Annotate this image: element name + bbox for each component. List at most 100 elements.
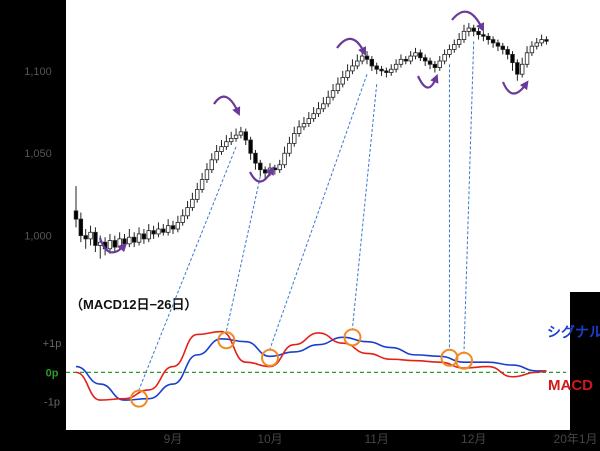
candle [422,54,428,66]
time-tick-label: 20年1月 [554,432,598,446]
candle [112,235,117,253]
candle [146,224,151,243]
macd-tick-label: 0p [46,367,59,379]
candle [238,126,244,139]
macd-tick-label: +1p [43,338,62,350]
crossover-marker [455,351,473,370]
candle [325,90,331,108]
macd-line [75,330,547,401]
trend-arrow [98,237,128,254]
candle [534,37,539,50]
candle [520,57,525,78]
candle [442,49,447,65]
candle [83,229,88,249]
candle [204,163,210,183]
candle [345,64,350,81]
time-axis: 9月 10月 11月 12月 20年1月 [164,432,598,446]
candle [219,140,224,155]
macd-y-axis: +1p 0p -1p [43,338,62,408]
candle [311,107,316,122]
connector-line [463,41,475,352]
candle [224,135,229,150]
divergence-connectors [138,41,475,390]
time-tick-label: 12月 [461,432,486,446]
candle [432,61,438,73]
candle [73,186,79,228]
candle [447,44,452,58]
candle [350,59,355,75]
crossover-marker [217,331,236,350]
candle [165,219,171,236]
candle [180,209,185,226]
trend-arrows [98,10,529,254]
macd-tick-label: -1p [44,397,60,409]
candle [466,23,472,37]
candle [170,220,176,234]
candle [248,136,253,160]
candle [141,229,147,244]
crossover-markers [130,328,473,408]
candle [364,51,370,65]
candle [161,224,166,236]
candle [427,57,433,70]
candle [452,39,457,53]
connector-line [269,74,368,349]
trend-arrow [336,37,366,56]
candle [481,31,486,42]
candle [199,173,205,193]
candle [185,201,190,220]
candle [500,42,505,55]
candle [296,120,302,137]
legend-macd: MACD [548,377,593,394]
candle [306,112,311,127]
candle [151,225,156,239]
candle [510,51,515,71]
candle [93,227,98,253]
candle [340,70,345,88]
crossover-marker [343,328,362,347]
candle [524,46,530,68]
candle [490,36,496,48]
candle [389,64,394,76]
trend-arrow [249,166,275,183]
candle [131,232,137,248]
candle [214,145,219,164]
candle [190,192,195,211]
candle [335,77,341,94]
candle [156,222,161,238]
candle [282,146,287,169]
macd-series-lines [75,330,547,401]
candle [233,128,239,142]
trend-arrow [451,10,484,32]
candle [486,33,491,45]
signal-line [75,336,547,401]
candle [456,33,462,48]
candle [301,117,307,131]
candle [505,46,510,60]
candle [136,227,142,246]
price-y-axis: 1,100 1,050 1,000 [24,66,52,243]
macd-plot-area [66,292,570,430]
price-tick-label: 1,000 [24,231,52,243]
candle [287,136,292,157]
candle [355,54,360,70]
trend-arrow [416,73,439,89]
candle [408,51,413,65]
candle [292,126,297,147]
price-tick-label: 1,100 [24,66,52,78]
macd-panel-title: （MACD12日−26日） [70,297,198,312]
candle [78,212,84,243]
candle [379,65,384,76]
candle [393,59,399,73]
candle [258,159,263,177]
candle [228,131,234,145]
legend-signal: シグナル [547,324,600,340]
candle [321,97,326,113]
crossover-marker [130,389,149,408]
trend-arrow [213,95,241,116]
time-tick-label: 9月 [164,432,183,446]
trend-arrow [501,80,529,95]
candle [403,56,408,65]
candle [418,49,423,61]
